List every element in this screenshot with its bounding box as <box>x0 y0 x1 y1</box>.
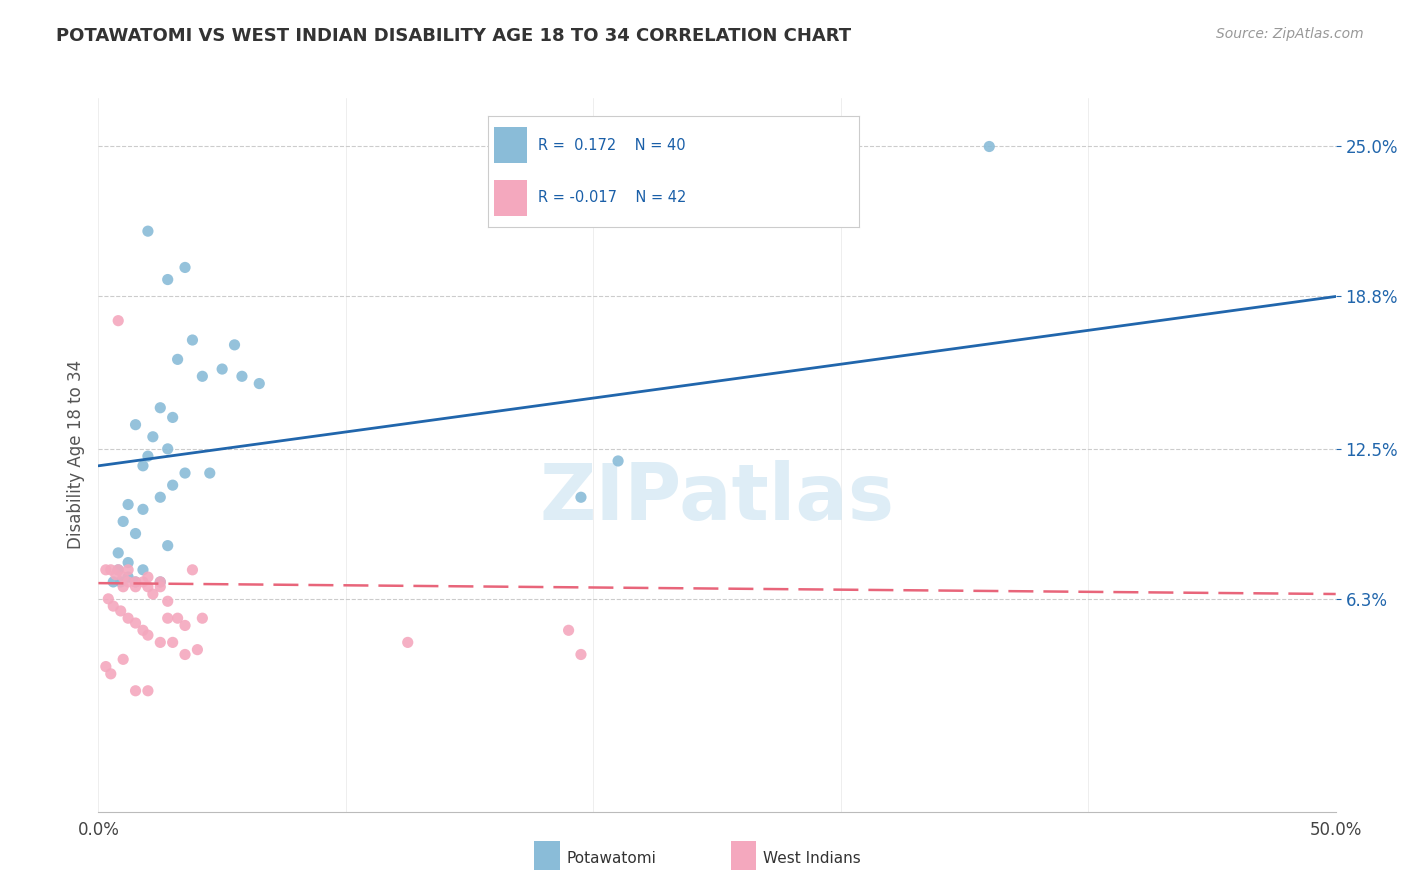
Point <box>166 611 188 625</box>
Text: Potawatomi: Potawatomi <box>567 852 657 866</box>
Point <box>149 580 172 594</box>
Point <box>979 139 1001 153</box>
Point <box>132 458 155 473</box>
Point <box>132 624 155 638</box>
Point <box>181 333 204 347</box>
Point <box>117 574 139 589</box>
Point <box>112 580 135 594</box>
Point <box>149 401 172 415</box>
Point <box>136 628 159 642</box>
Point <box>124 615 146 630</box>
Point <box>181 563 204 577</box>
Point <box>174 618 197 632</box>
Point <box>132 502 155 516</box>
Point <box>174 466 197 480</box>
Point <box>156 594 179 608</box>
Point <box>607 454 630 468</box>
Point <box>718 152 741 166</box>
Point <box>107 563 129 577</box>
Point <box>112 652 135 666</box>
Point <box>142 430 165 444</box>
Point <box>191 611 214 625</box>
Point <box>166 352 188 367</box>
Point <box>117 498 139 512</box>
Point <box>100 563 122 577</box>
Text: ZIPatlas: ZIPatlas <box>540 459 894 536</box>
Point <box>174 648 197 662</box>
Point <box>107 563 129 577</box>
Point <box>142 587 165 601</box>
Point <box>94 659 117 673</box>
Point <box>156 272 179 286</box>
Point <box>149 635 172 649</box>
Point <box>112 515 135 529</box>
Point <box>162 478 184 492</box>
Point <box>149 574 172 589</box>
Point <box>156 442 179 456</box>
Point <box>103 574 125 589</box>
Point <box>569 648 592 662</box>
Point <box>124 580 146 594</box>
Point <box>110 574 132 589</box>
Point <box>396 635 419 649</box>
Point <box>224 338 246 352</box>
Point <box>136 224 159 238</box>
Point <box>117 570 139 584</box>
Point <box>124 417 146 432</box>
Y-axis label: Disability Age 18 to 34: Disability Age 18 to 34 <box>66 360 84 549</box>
Point <box>156 539 179 553</box>
Point <box>117 611 139 625</box>
Point <box>149 490 172 504</box>
Point <box>124 526 146 541</box>
Point <box>186 642 208 657</box>
Text: Source: ZipAtlas.com: Source: ZipAtlas.com <box>1216 27 1364 41</box>
Point <box>107 546 129 560</box>
Point <box>112 570 135 584</box>
Point <box>124 574 146 589</box>
Point <box>94 563 117 577</box>
Point <box>191 369 214 384</box>
Point <box>110 604 132 618</box>
Point <box>124 574 146 589</box>
Point <box>247 376 270 391</box>
Point <box>569 490 592 504</box>
Point <box>97 591 120 606</box>
Point <box>117 563 139 577</box>
Point <box>136 683 159 698</box>
Point <box>132 574 155 589</box>
Text: West Indians: West Indians <box>763 852 862 866</box>
Point <box>156 611 179 625</box>
Point <box>162 635 184 649</box>
Point <box>211 362 233 376</box>
Point <box>557 624 579 638</box>
Point <box>162 410 184 425</box>
Text: POTAWATOMI VS WEST INDIAN DISABILITY AGE 18 TO 34 CORRELATION CHART: POTAWATOMI VS WEST INDIAN DISABILITY AGE… <box>56 27 852 45</box>
Point <box>132 563 155 577</box>
Point <box>104 567 127 582</box>
Point <box>107 313 129 327</box>
Point <box>124 683 146 698</box>
Point <box>136 580 159 594</box>
Point <box>149 574 172 589</box>
Point <box>174 260 197 275</box>
Point <box>100 666 122 681</box>
Point <box>231 369 253 384</box>
Point <box>136 570 159 584</box>
Point <box>136 449 159 463</box>
Point <box>117 556 139 570</box>
Point <box>198 466 221 480</box>
Point <box>103 599 125 613</box>
